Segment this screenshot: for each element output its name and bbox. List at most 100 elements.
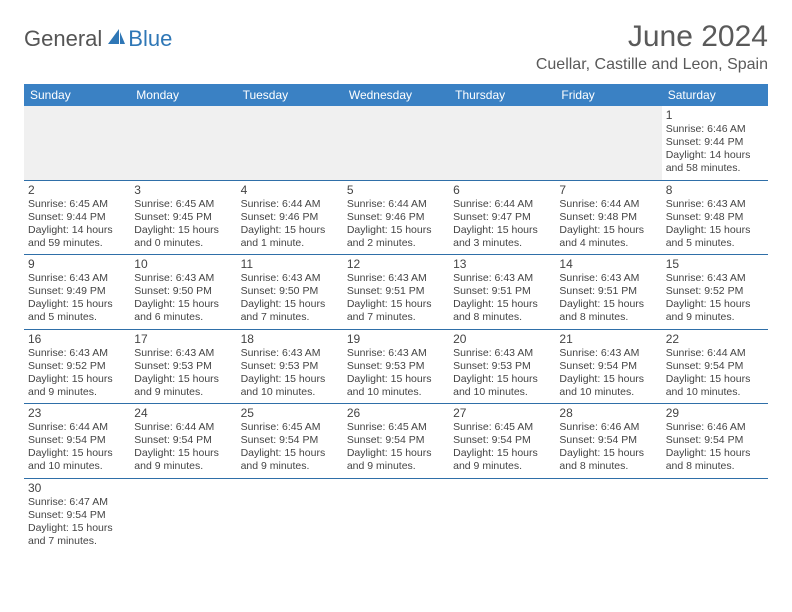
calendar-row: 23Sunrise: 6:44 AMSunset: 9:54 PMDayligh… [24, 404, 768, 479]
day-info: Sunrise: 6:43 AMSunset: 9:53 PMDaylight:… [347, 347, 445, 400]
day-info: Sunrise: 6:44 AMSunset: 9:46 PMDaylight:… [241, 198, 339, 251]
calendar-cell: 30Sunrise: 6:47 AMSunset: 9:54 PMDayligh… [24, 478, 130, 552]
day-number: 14 [559, 257, 657, 271]
calendar-cell: 12Sunrise: 6:43 AMSunset: 9:51 PMDayligh… [343, 255, 449, 330]
day-number: 8 [666, 183, 764, 197]
calendar-cell [449, 478, 555, 552]
calendar-cell: 18Sunrise: 6:43 AMSunset: 9:53 PMDayligh… [237, 329, 343, 404]
day-info: Sunrise: 6:45 AMSunset: 9:45 PMDaylight:… [134, 198, 232, 251]
day-number: 23 [28, 406, 126, 420]
day-number: 11 [241, 257, 339, 271]
calendar-cell: 15Sunrise: 6:43 AMSunset: 9:52 PMDayligh… [662, 255, 768, 330]
calendar-cell: 14Sunrise: 6:43 AMSunset: 9:51 PMDayligh… [555, 255, 661, 330]
day-info: Sunrise: 6:43 AMSunset: 9:50 PMDaylight:… [241, 272, 339, 325]
header: General Blue June 2024 Cuellar, Castille… [24, 20, 768, 74]
day-info: Sunrise: 6:45 AMSunset: 9:44 PMDaylight:… [28, 198, 126, 251]
day-info: Sunrise: 6:43 AMSunset: 9:54 PMDaylight:… [559, 347, 657, 400]
calendar-cell: 13Sunrise: 6:43 AMSunset: 9:51 PMDayligh… [449, 255, 555, 330]
day-info: Sunrise: 6:45 AMSunset: 9:54 PMDaylight:… [347, 421, 445, 474]
day-number: 6 [453, 183, 551, 197]
calendar-cell [555, 478, 661, 552]
day-number: 18 [241, 332, 339, 346]
day-info: Sunrise: 6:43 AMSunset: 9:53 PMDaylight:… [241, 347, 339, 400]
day-number: 17 [134, 332, 232, 346]
calendar-header: SundayMondayTuesdayWednesdayThursdayFrid… [24, 84, 768, 106]
day-number: 3 [134, 183, 232, 197]
day-number: 9 [28, 257, 126, 271]
calendar-cell: 26Sunrise: 6:45 AMSunset: 9:54 PMDayligh… [343, 404, 449, 479]
day-info: Sunrise: 6:44 AMSunset: 9:54 PMDaylight:… [28, 421, 126, 474]
calendar-cell [555, 106, 661, 180]
logo: General Blue [24, 26, 172, 52]
calendar-cell: 27Sunrise: 6:45 AMSunset: 9:54 PMDayligh… [449, 404, 555, 479]
day-number: 28 [559, 406, 657, 420]
weekday-header: Friday [555, 84, 661, 106]
day-number: 29 [666, 406, 764, 420]
weekday-header: Thursday [449, 84, 555, 106]
location-text: Cuellar, Castille and Leon, Spain [536, 56, 768, 74]
day-info: Sunrise: 6:46 AMSunset: 9:54 PMDaylight:… [559, 421, 657, 474]
day-info: Sunrise: 6:47 AMSunset: 9:54 PMDaylight:… [28, 496, 126, 549]
day-info: Sunrise: 6:43 AMSunset: 9:53 PMDaylight:… [453, 347, 551, 400]
day-number: 20 [453, 332, 551, 346]
day-number: 21 [559, 332, 657, 346]
calendar-cell: 1Sunrise: 6:46 AMSunset: 9:44 PMDaylight… [662, 106, 768, 180]
day-info: Sunrise: 6:45 AMSunset: 9:54 PMDaylight:… [241, 421, 339, 474]
day-number: 26 [347, 406, 445, 420]
day-info: Sunrise: 6:44 AMSunset: 9:48 PMDaylight:… [559, 198, 657, 251]
day-info: Sunrise: 6:44 AMSunset: 9:54 PMDaylight:… [134, 421, 232, 474]
day-info: Sunrise: 6:46 AMSunset: 9:54 PMDaylight:… [666, 421, 764, 474]
calendar-row: 2Sunrise: 6:45 AMSunset: 9:44 PMDaylight… [24, 180, 768, 255]
calendar-cell [662, 478, 768, 552]
day-number: 12 [347, 257, 445, 271]
day-number: 22 [666, 332, 764, 346]
weekday-header: Wednesday [343, 84, 449, 106]
calendar-cell [24, 106, 130, 180]
day-number: 5 [347, 183, 445, 197]
calendar-cell: 22Sunrise: 6:44 AMSunset: 9:54 PMDayligh… [662, 329, 768, 404]
day-info: Sunrise: 6:43 AMSunset: 9:49 PMDaylight:… [28, 272, 126, 325]
day-number: 4 [241, 183, 339, 197]
calendar-cell: 17Sunrise: 6:43 AMSunset: 9:53 PMDayligh… [130, 329, 236, 404]
calendar-cell [343, 106, 449, 180]
calendar-cell: 25Sunrise: 6:45 AMSunset: 9:54 PMDayligh… [237, 404, 343, 479]
calendar-cell: 20Sunrise: 6:43 AMSunset: 9:53 PMDayligh… [449, 329, 555, 404]
sail-icon [106, 28, 126, 51]
calendar-cell: 5Sunrise: 6:44 AMSunset: 9:46 PMDaylight… [343, 180, 449, 255]
calendar-cell: 9Sunrise: 6:43 AMSunset: 9:49 PMDaylight… [24, 255, 130, 330]
calendar-cell: 8Sunrise: 6:43 AMSunset: 9:48 PMDaylight… [662, 180, 768, 255]
day-number: 15 [666, 257, 764, 271]
calendar-row: 16Sunrise: 6:43 AMSunset: 9:52 PMDayligh… [24, 329, 768, 404]
weekday-header: Tuesday [237, 84, 343, 106]
day-number: 7 [559, 183, 657, 197]
day-info: Sunrise: 6:44 AMSunset: 9:54 PMDaylight:… [666, 347, 764, 400]
calendar-cell [237, 478, 343, 552]
day-info: Sunrise: 6:43 AMSunset: 9:50 PMDaylight:… [134, 272, 232, 325]
day-info: Sunrise: 6:43 AMSunset: 9:51 PMDaylight:… [559, 272, 657, 325]
day-number: 25 [241, 406, 339, 420]
calendar-row: 9Sunrise: 6:43 AMSunset: 9:49 PMDaylight… [24, 255, 768, 330]
weekday-header: Monday [130, 84, 236, 106]
day-info: Sunrise: 6:43 AMSunset: 9:52 PMDaylight:… [666, 272, 764, 325]
day-info: Sunrise: 6:43 AMSunset: 9:48 PMDaylight:… [666, 198, 764, 251]
calendar-cell: 11Sunrise: 6:43 AMSunset: 9:50 PMDayligh… [237, 255, 343, 330]
calendar-cell: 16Sunrise: 6:43 AMSunset: 9:52 PMDayligh… [24, 329, 130, 404]
day-info: Sunrise: 6:45 AMSunset: 9:54 PMDaylight:… [453, 421, 551, 474]
calendar-cell: 10Sunrise: 6:43 AMSunset: 9:50 PMDayligh… [130, 255, 236, 330]
calendar-cell: 21Sunrise: 6:43 AMSunset: 9:54 PMDayligh… [555, 329, 661, 404]
weekday-header: Saturday [662, 84, 768, 106]
calendar-cell [130, 478, 236, 552]
calendar-cell: 28Sunrise: 6:46 AMSunset: 9:54 PMDayligh… [555, 404, 661, 479]
calendar-cell: 23Sunrise: 6:44 AMSunset: 9:54 PMDayligh… [24, 404, 130, 479]
calendar-cell: 6Sunrise: 6:44 AMSunset: 9:47 PMDaylight… [449, 180, 555, 255]
day-number: 24 [134, 406, 232, 420]
day-info: Sunrise: 6:44 AMSunset: 9:47 PMDaylight:… [453, 198, 551, 251]
calendar-cell: 4Sunrise: 6:44 AMSunset: 9:46 PMDaylight… [237, 180, 343, 255]
day-info: Sunrise: 6:46 AMSunset: 9:44 PMDaylight:… [666, 123, 764, 176]
day-info: Sunrise: 6:43 AMSunset: 9:53 PMDaylight:… [134, 347, 232, 400]
calendar-table: SundayMondayTuesdayWednesdayThursdayFrid… [24, 84, 768, 552]
calendar-cell [343, 478, 449, 552]
logo-text-general: General [24, 26, 102, 52]
calendar-cell: 19Sunrise: 6:43 AMSunset: 9:53 PMDayligh… [343, 329, 449, 404]
calendar-cell [449, 106, 555, 180]
